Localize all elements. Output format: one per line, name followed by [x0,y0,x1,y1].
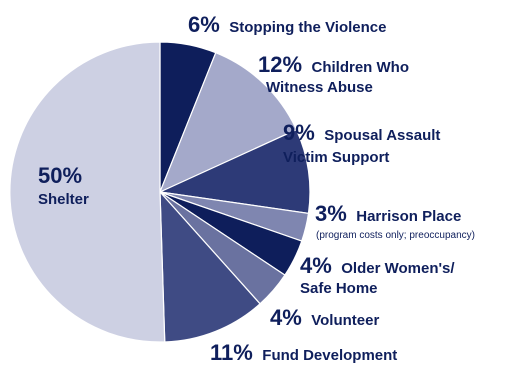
label-children-who-witness-abuse-line2: Witness Abuse [266,79,373,96]
label-fund-development: 11% Fund Development [210,340,397,365]
pie-slice-children-who-witness-abuse [158,51,298,194]
label-children-who-witness-abuse: 12% Children Who [258,52,409,77]
label-harrison-place: 3% Harrison Place [315,201,461,226]
label-stopping-the-violence: 6% Stopping the Violence [188,12,387,37]
label-harrison-place-note: (program costs only; preoccupancy) [316,230,475,241]
pie-slice-spousal-assault-victim-support [157,128,311,215]
label-spousal-assault: 9% Spousal Assault [283,120,440,145]
label-older-womens-line2: Safe Home [300,280,378,297]
pie-slices [9,41,311,343]
pie-slice-fund-development [159,190,261,343]
label-shelter-percent: 50% [38,163,82,188]
label-spousal-assault-line2: Victim Support [283,149,389,166]
label-older-womens: 4% Older Women's/ [300,253,455,278]
label-volunteer: 4% Volunteer [270,305,379,330]
label-shelter: Shelter [38,191,89,208]
pie-slice-shelter [9,41,166,343]
